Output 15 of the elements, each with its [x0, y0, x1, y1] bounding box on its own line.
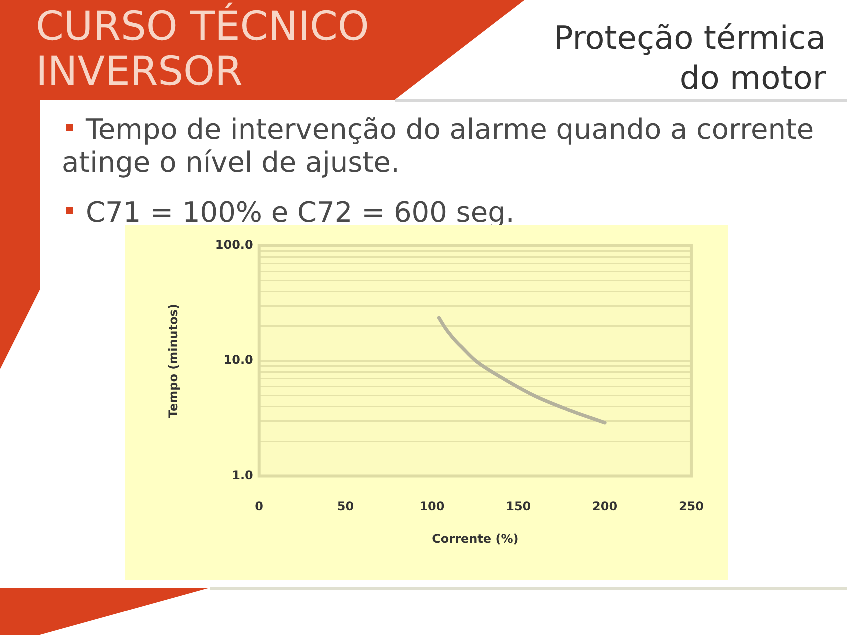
line-series: [437, 316, 607, 425]
x-tick-label: 200: [592, 500, 618, 514]
y-tick-label: 1.0: [232, 468, 254, 482]
x-tick-label: 250: [678, 500, 704, 514]
chart-subtitle: CURSO TÉCNICO INVERSOR: [36, 4, 370, 95]
x-tick-label: 150: [506, 500, 532, 514]
y-axis-title: Tempo (minutos): [166, 304, 180, 418]
x-axis-title: Corrente (%): [432, 532, 519, 546]
x-tick-label: 50: [337, 500, 354, 514]
text: Tempo de intervenção do alarme quando a corrente atinge o nível de ajuste.: [62, 113, 816, 179]
y-tick-label: 100.0: [215, 238, 254, 252]
x-tick-label: 0: [255, 500, 264, 514]
chart-title: Proteção térmica do motor: [552, 18, 826, 98]
x-tick-label: 100: [420, 500, 445, 514]
y-tick-label: 10.0: [224, 353, 254, 368]
